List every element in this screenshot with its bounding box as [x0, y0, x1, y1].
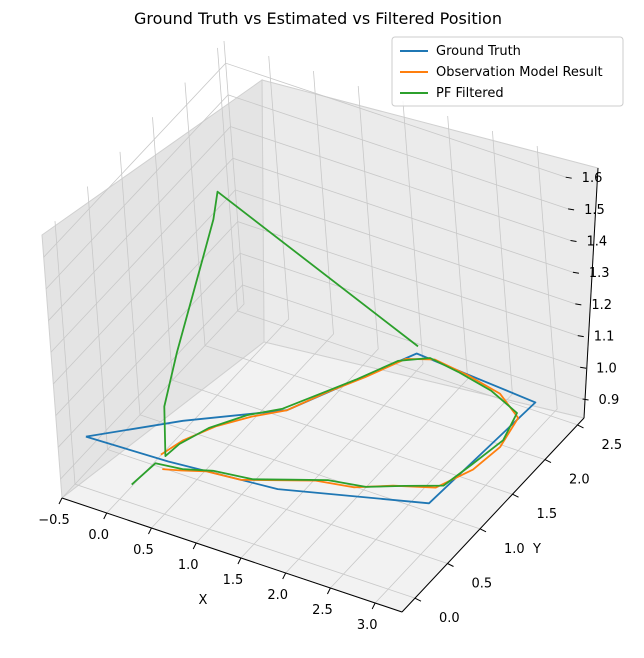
x-tick-label: 1.0 [178, 558, 199, 573]
z-tick-mark [577, 335, 584, 338]
chart-title: Ground Truth vs Estimated vs Filtered Po… [134, 9, 502, 28]
y-tick-mark [577, 424, 584, 429]
x-tick-mark [371, 602, 376, 610]
tick-marks [58, 176, 589, 610]
legend-label-observation: Observation Model Result [436, 65, 603, 80]
y-tick-mark [544, 459, 552, 464]
y-axis-label: Y [532, 542, 541, 557]
y-gridline [119, 151, 481, 530]
x-gridline [374, 145, 558, 604]
x-tick-mark [326, 587, 331, 595]
z-tick-mark [568, 208, 575, 211]
x-gridline [151, 70, 334, 529]
y-tick-label: 1.0 [504, 542, 525, 557]
z-tick-mark [582, 398, 589, 401]
z-tick-mark [565, 176, 572, 179]
axes-3d [41, 40, 599, 613]
x-tick-mark [58, 497, 63, 505]
x-tick-mark [282, 572, 287, 580]
y-axis-line [401, 417, 585, 613]
x-gridline [195, 85, 379, 544]
legend-label-ground-truth: Ground Truth [436, 44, 521, 59]
z-tick-mark [580, 366, 587, 369]
x-axis-label: X [199, 593, 208, 608]
z-tick-label: 1.0 [596, 361, 617, 376]
x-tick-label: 2.0 [267, 588, 288, 603]
x-tick-mark [192, 542, 197, 550]
z-tick-label: 1.2 [591, 298, 612, 313]
grid-lines [43, 40, 583, 604]
legend: Ground Truth Observation Model Result PF… [391, 36, 624, 107]
x-tick-mark [148, 527, 152, 535]
y-tick-label: 2.0 [569, 473, 590, 488]
y-gridline [54, 221, 416, 599]
x-tick-label: 1.5 [223, 573, 244, 588]
z-tick-label: 1.1 [594, 330, 615, 345]
z-axis-line [583, 167, 599, 419]
z-gridline [45, 94, 569, 290]
x-tick-label: 2.5 [312, 603, 333, 618]
y-tick-mark [414, 597, 422, 602]
y-gridline [184, 82, 546, 460]
y-tick-label: 1.5 [537, 507, 558, 522]
x-tick-label: 3.0 [357, 618, 378, 633]
y-gridline [152, 117, 513, 495]
y-tick-mark [479, 528, 487, 533]
z-tick-label: 1.3 [589, 266, 610, 281]
y-gridline [217, 47, 578, 426]
legend-box [391, 36, 624, 107]
x-gridline [61, 40, 245, 499]
series-layer [85, 190, 537, 505]
z-tick-labels: 0.9 1.0 1.1 1.2 1.3 1.4 1.5 1.6 [582, 171, 620, 408]
x-gridline [106, 55, 290, 514]
y-tick-mark [512, 493, 519, 498]
x-tick-mark [237, 557, 242, 565]
z-gridline [57, 252, 581, 448]
y-tick-label: 0.0 [439, 611, 460, 626]
z-tick-mark [572, 271, 579, 274]
z-tick-label: 0.9 [599, 393, 620, 408]
z-tick-label: 1.5 [584, 203, 605, 218]
z-gridline [43, 62, 566, 258]
y-tick-mark [447, 563, 454, 567]
x-tick-label: 0.5 [133, 543, 154, 558]
x-tick-labels: −0.5 0.0 0.5 1.0 1.5 2.0 2.5 3.0 [38, 513, 377, 633]
x-tick-label: −0.5 [38, 513, 70, 528]
y-tick-label: 0.5 [472, 577, 493, 592]
z-tick-label: 1.4 [587, 235, 608, 250]
legend-label-pf-filtered: PF Filtered [436, 86, 504, 101]
x-gridline [330, 130, 513, 589]
y-tick-label: 2.5 [602, 438, 623, 453]
x-axis-line [61, 497, 403, 613]
z-gridline [53, 189, 576, 385]
y-gridline [87, 186, 448, 564]
z-tick-label: 1.6 [582, 171, 603, 186]
z-gridline [55, 221, 578, 416]
z-gridline [48, 126, 571, 321]
x-gridline [285, 115, 469, 574]
z-tick-mark [570, 240, 577, 243]
x-tick-mark [103, 512, 108, 520]
z-gridline [60, 284, 583, 480]
series-line-2 [131, 190, 518, 488]
x-gridline [240, 100, 424, 559]
z-gridline [50, 157, 574, 353]
x-tick-label: 0.0 [88, 528, 109, 543]
y-tick-labels: 0.0 0.5 1.0 1.5 2.0 2.5 [439, 438, 622, 626]
z-tick-mark [575, 303, 582, 306]
